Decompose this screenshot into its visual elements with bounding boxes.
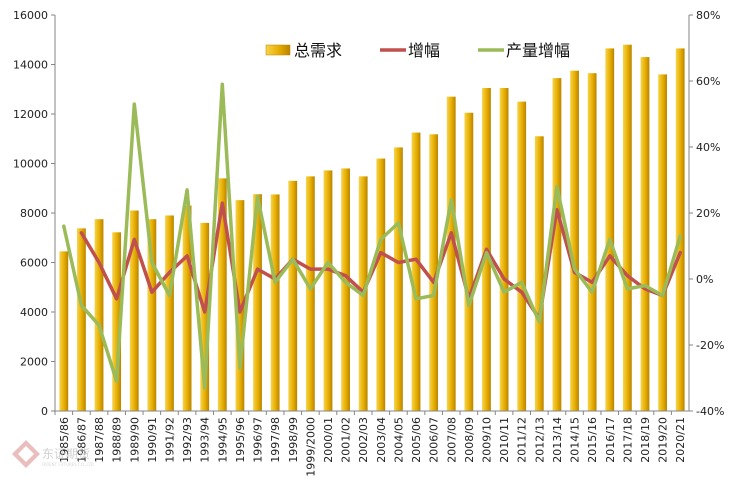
y2-tick-label: -40% <box>696 405 724 418</box>
bar-2004/05 <box>394 147 403 411</box>
y-tick-label: 16000 <box>13 9 48 22</box>
x-tick-label: 2001/02 <box>340 417 353 463</box>
x-tick-label: 1989/90 <box>128 417 141 463</box>
bar-2019/20 <box>658 74 667 412</box>
y-tick-label: 12000 <box>13 108 48 121</box>
x-tick-label: 2000/01 <box>322 417 335 463</box>
bar-2020/21 <box>675 48 685 411</box>
x-tick-label: 2006/07 <box>428 417 441 463</box>
bar-2013/14 <box>552 78 562 412</box>
x-tick-label: 2013/14 <box>551 417 564 463</box>
x-tick-label: 2015/16 <box>586 417 599 463</box>
x-tick-label: 2005/06 <box>410 417 423 463</box>
x-tick-label: 1990/91 <box>146 417 159 463</box>
bar-2018/19 <box>640 57 650 411</box>
bar-1993/94 <box>200 222 210 411</box>
bar-2007/08 <box>446 96 456 412</box>
axes: 0 2000 4000 6000 8000 10000 12000 14000 16000 -40… <box>13 9 724 477</box>
bar-2014/15 <box>570 70 579 411</box>
y2-tick-label: 0% <box>696 273 713 286</box>
x-tick-label: 1988/89 <box>111 417 124 463</box>
bar-2011/12 <box>517 101 527 411</box>
bar-1999/2000 <box>305 176 315 411</box>
x-tick-label: 2017/18 <box>621 417 634 463</box>
y-tick-label: 2000 <box>20 356 48 369</box>
bar-2016/17 <box>605 48 615 411</box>
y-tick-label: 8000 <box>20 207 48 220</box>
x-tick-label: 1991/92 <box>163 417 176 463</box>
x-tick-label: 2011/12 <box>516 417 529 463</box>
watermark-brand: 东证期货 <box>42 446 90 461</box>
x-tick-label: 2007/08 <box>445 417 458 463</box>
bar-2006/07 <box>429 134 439 412</box>
x-tick-label: 2002/03 <box>357 417 370 463</box>
line-产量增幅 <box>62 82 682 390</box>
x-tick-label: 2012/13 <box>533 417 546 463</box>
x-tick-label: 2016/17 <box>604 417 617 463</box>
legend-label-增幅: 增幅 <box>408 41 440 60</box>
x-tick-label: 1993/94 <box>199 417 212 463</box>
bar-1998/99 <box>288 180 298 411</box>
x-tick-label: 2003/04 <box>375 417 388 463</box>
bar-1996/97 <box>253 194 262 411</box>
watermark-logo: 东证期货 ORIENT FUTURES CO.,LTD <box>12 440 94 468</box>
bar-1987/88 <box>94 219 104 411</box>
bar-2005/06 <box>411 132 421 411</box>
x-tick-label: 2019/20 <box>657 417 670 463</box>
x-tick-label: 1986/87 <box>75 417 88 463</box>
bar-2015/16 <box>587 73 597 411</box>
x-tick-label: 1999/2000 <box>304 417 317 477</box>
watermark-sub: ORIENT FUTURES CO.,LTD <box>42 462 94 467</box>
bar-1985/86 <box>59 251 69 411</box>
bar-1991/92 <box>165 215 174 411</box>
y-tick-label: 6000 <box>20 257 48 270</box>
bar-1988/89 <box>112 232 122 411</box>
legend-label-总需求: 总需求 <box>294 41 342 60</box>
y-tick-label: 10000 <box>13 158 48 171</box>
x-tick-label: 2014/15 <box>569 417 582 463</box>
x-tick-label: 2010/11 <box>498 417 511 463</box>
bar-2001/02 <box>341 168 350 411</box>
legend: 总需求 增幅 产量增幅 <box>265 41 570 60</box>
x-tick-label: 1985/86 <box>58 417 71 463</box>
y-tick-label: 14000 <box>13 59 48 72</box>
y2-tick-label: -20% <box>696 339 724 352</box>
bar-1997/98 <box>270 194 280 411</box>
legend-label-产量增幅: 产量增幅 <box>506 41 570 60</box>
watermark-logo-icon <box>12 440 40 468</box>
line-series <box>62 82 682 390</box>
bar-2012/13 <box>534 136 544 411</box>
x-tick-label: 1995/96 <box>234 417 247 463</box>
y2-tick-label: 20% <box>696 207 720 220</box>
x-tick-label: 2020/21 <box>674 417 687 463</box>
x-tick-label: 1997/98 <box>269 417 282 463</box>
bar-2008/09 <box>464 112 474 411</box>
bar-2010/11 <box>499 88 509 411</box>
bar-2003/04 <box>376 158 386 411</box>
x-tick-label: 2009/10 <box>480 417 493 463</box>
x-tick-label: 2008/09 <box>463 417 476 463</box>
y2-tick-label: 40% <box>696 141 720 154</box>
bar-1992/93 <box>182 205 192 411</box>
bar-2000/01 <box>323 170 333 411</box>
x-tick-label: 1994/95 <box>216 417 229 463</box>
y-tick-label: 0 <box>41 405 48 418</box>
x-tick-label: 1998/99 <box>287 417 300 463</box>
x-tick-label: 1987/88 <box>93 417 106 463</box>
legend-swatch-总需求 <box>265 44 291 56</box>
x-tick-label: 2004/05 <box>392 417 405 463</box>
bar-1989/90 <box>129 210 139 411</box>
bar-1990/91 <box>147 219 157 411</box>
x-tick-label: 1992/93 <box>181 417 194 463</box>
x-tick-label: 1996/97 <box>252 417 265 463</box>
y2-tick-label: 60% <box>696 75 720 88</box>
bar-2017/18 <box>622 44 632 411</box>
y-tick-label: 4000 <box>20 306 48 319</box>
bar-1986/87 <box>77 228 86 411</box>
bar-series-total-demand <box>59 44 685 412</box>
x-tick-label: 2018/19 <box>639 417 652 463</box>
bar-1994/95 <box>217 178 227 411</box>
y2-tick-label: 80% <box>696 9 720 22</box>
